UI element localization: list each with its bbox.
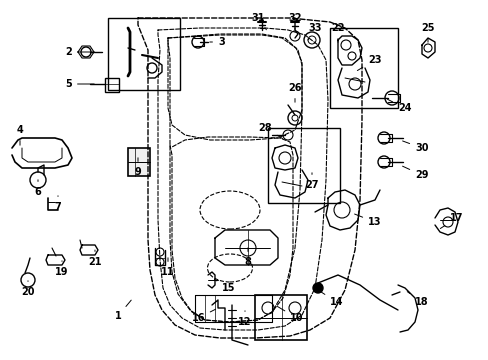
- Text: 10: 10: [277, 306, 303, 323]
- Bar: [329, 28, 397, 108]
- Text: 30: 30: [402, 141, 427, 153]
- Text: 16: 16: [191, 309, 215, 323]
- Bar: [267, 128, 339, 203]
- Bar: [254, 295, 306, 340]
- Text: 26: 26: [287, 83, 301, 102]
- Bar: [108, 18, 180, 90]
- Text: 23: 23: [357, 55, 381, 71]
- Text: 28: 28: [258, 123, 282, 139]
- Text: 7: 7: [55, 196, 61, 212]
- Text: 9: 9: [134, 158, 141, 177]
- Text: 13: 13: [354, 214, 381, 227]
- Text: 29: 29: [402, 166, 427, 180]
- Text: 31: 31: [251, 13, 266, 30]
- Text: 14: 14: [320, 292, 343, 307]
- Text: 21: 21: [88, 250, 102, 267]
- Text: 22: 22: [330, 23, 344, 42]
- Bar: [105, 78, 119, 92]
- Text: 3: 3: [209, 37, 224, 47]
- Text: 32: 32: [287, 13, 301, 29]
- Text: 5: 5: [65, 79, 94, 89]
- Text: 2: 2: [65, 47, 94, 57]
- Text: 24: 24: [386, 99, 411, 113]
- Circle shape: [312, 283, 323, 293]
- Text: 4: 4: [17, 125, 23, 145]
- Text: 19: 19: [55, 261, 69, 277]
- Text: 1: 1: [114, 300, 131, 321]
- Circle shape: [81, 47, 91, 57]
- Text: 20: 20: [21, 281, 35, 297]
- Text: 6: 6: [35, 180, 41, 197]
- Text: 11: 11: [161, 258, 174, 277]
- Text: 17: 17: [439, 213, 463, 229]
- Text: 33: 33: [307, 23, 321, 40]
- Text: 15: 15: [214, 279, 235, 293]
- Text: 27: 27: [305, 173, 318, 190]
- Text: 8: 8: [244, 248, 251, 267]
- Text: 18: 18: [407, 292, 428, 307]
- Bar: [128, 148, 150, 176]
- Text: 12: 12: [238, 311, 251, 327]
- Text: 25: 25: [420, 23, 434, 42]
